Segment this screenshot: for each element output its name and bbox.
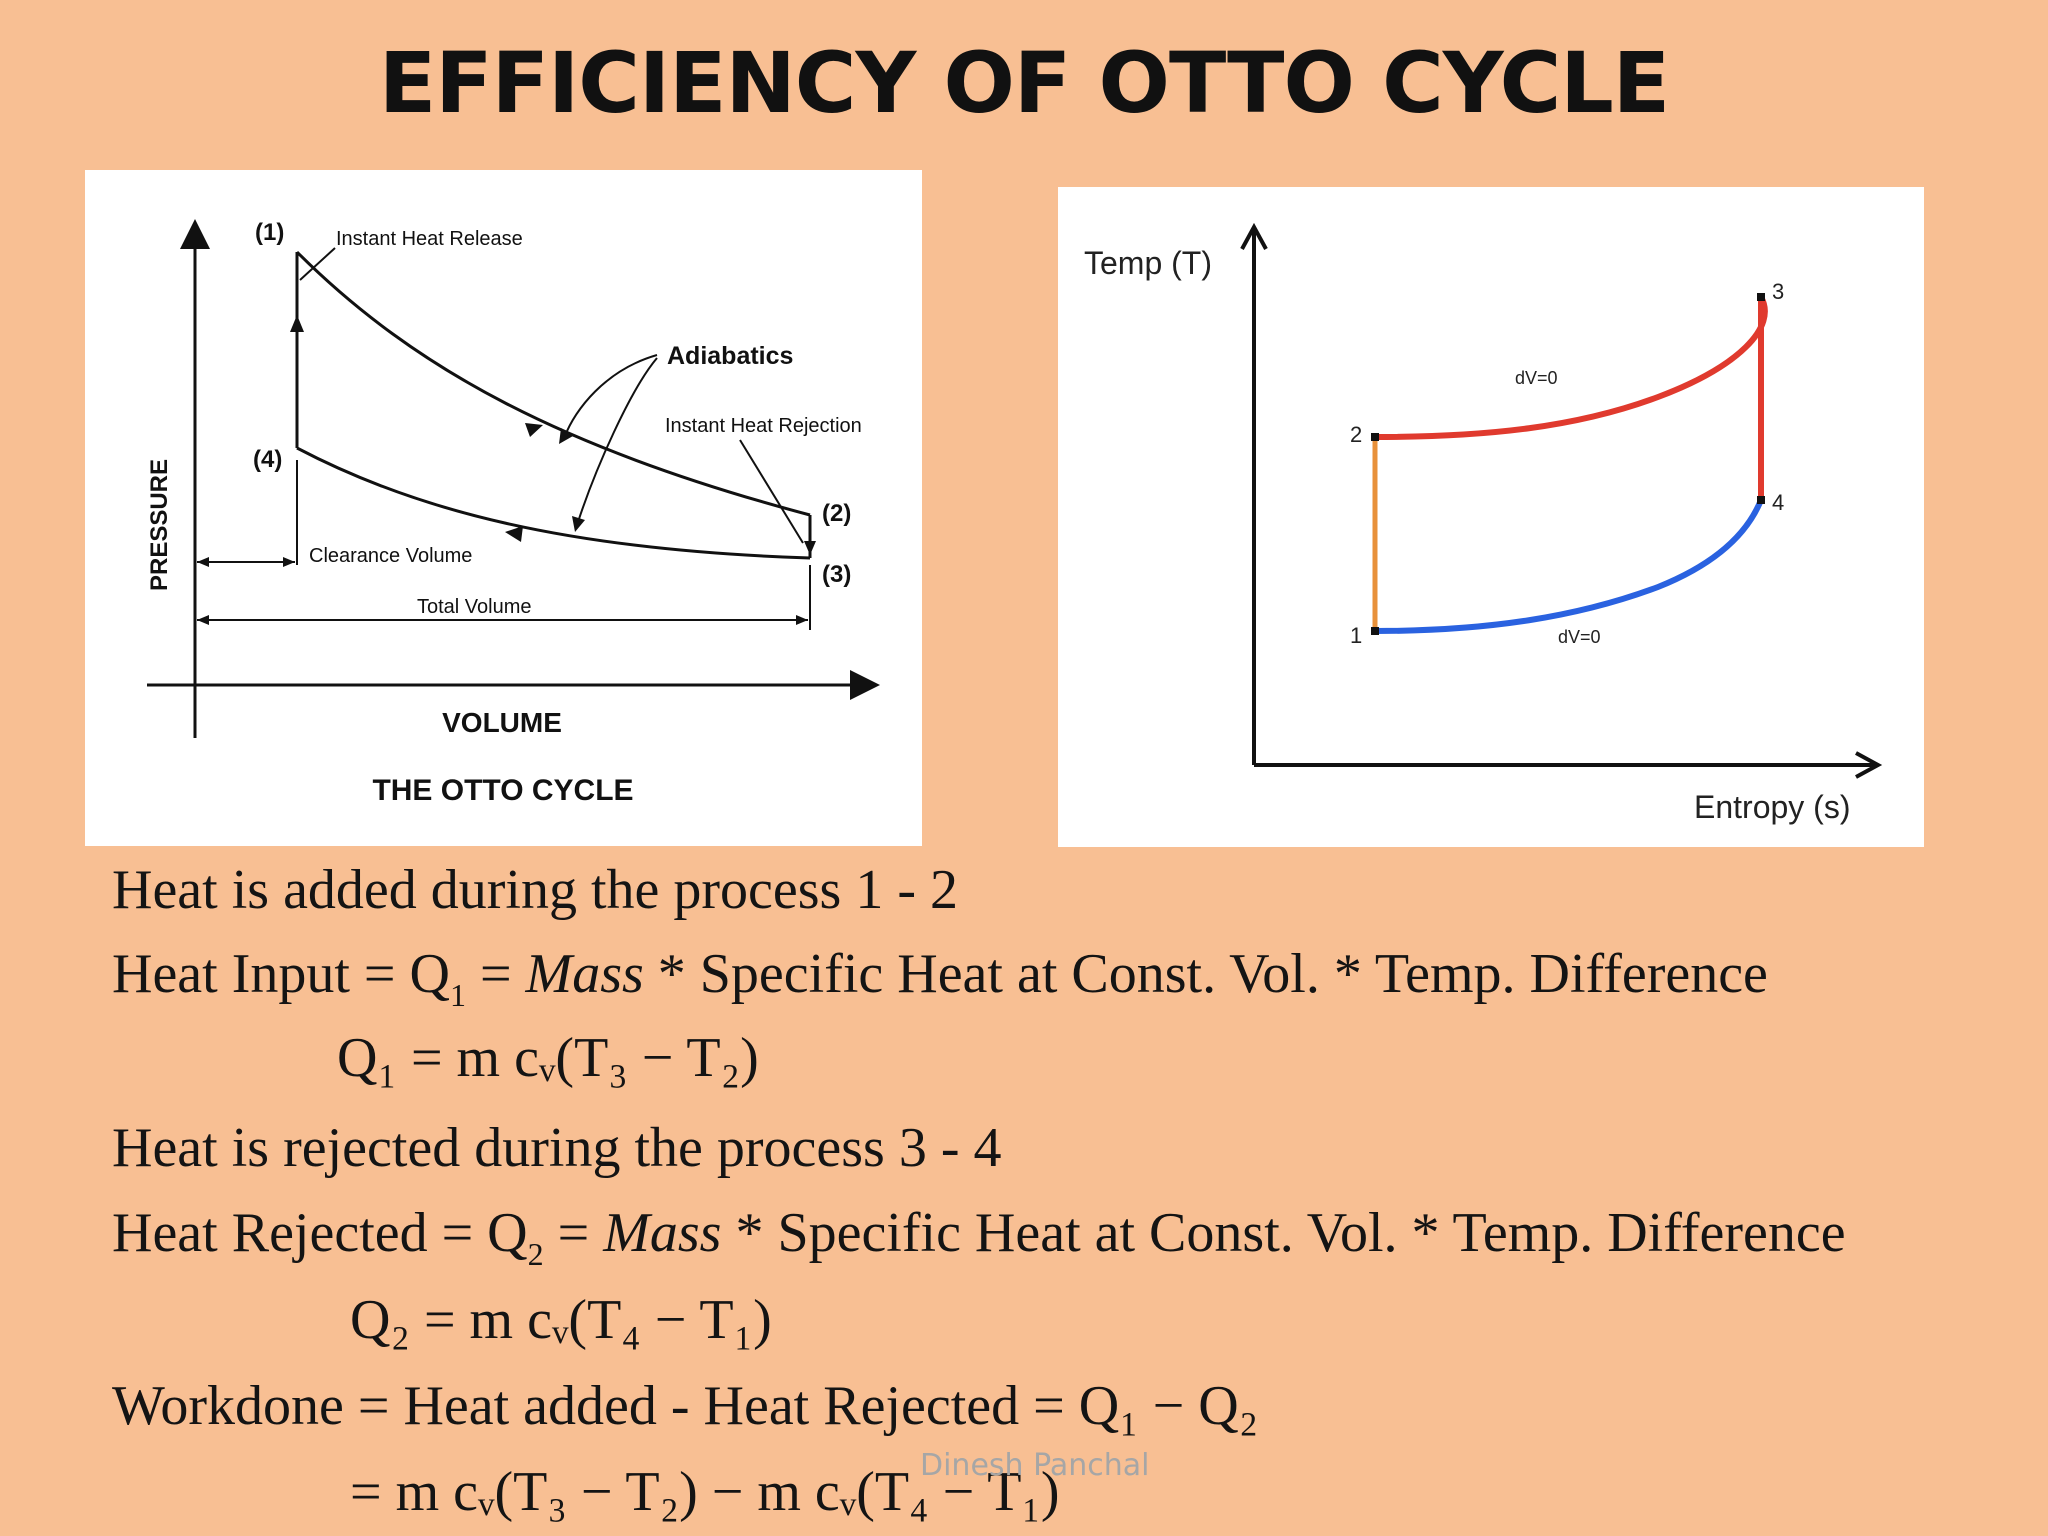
ts-diagram: Temp (T) Entropy (s) 1 2 3 4 dV=0 dV=0: [1084, 222, 1883, 825]
pv-instant-heat-rejection-label: Instant Heat Rejection: [665, 415, 862, 437]
ts-upper-curve: [1374, 295, 1768, 440]
equation-heat-input: Heat Input = Q1 = Mass * Specific Heat a…: [112, 943, 1768, 1011]
ts-point-1-marker: [1371, 627, 1379, 635]
heat-rejected-mass: Mass: [603, 1202, 722, 1264]
pv-expansion-arrow: [525, 423, 543, 437]
ts-point-2-marker: [1371, 433, 1379, 441]
ts-y-arrow: [1240, 222, 1268, 250]
ts-point-4-marker: [1757, 496, 1765, 504]
pv-expansion-curve: [295, 250, 811, 517]
ts-x-arrow: [1855, 751, 1883, 779]
ts-point-3: 3: [1772, 279, 1784, 304]
pv-compression-curve: [296, 446, 811, 560]
slide-title: EFFICIENCY OF OTTO CYCLE: [378, 34, 1670, 132]
equation-workdone: Workdone = Heat added - Heat Rejected = …: [112, 1375, 1259, 1437]
ts-lower-curve: [1374, 498, 1764, 634]
pv-y-axis-label: PRESSURE: [146, 459, 173, 591]
equation-q1: Q₁ = m cᵥ(T₃ − T₂): [337, 1027, 759, 1089]
ts-upper-label: dV=0: [1515, 368, 1558, 388]
ts-x-axis-label: Entropy (s): [1694, 789, 1850, 825]
pv-compression-arrow: [505, 526, 523, 542]
heat-input-rest: * Specific Heat at Const. Vol. * Temp. D…: [643, 943, 1768, 1005]
pv-diagram: PRESSURE VOLUME THE OTTO CYCLE Clearance…: [146, 219, 880, 807]
pv-up-arrow: [290, 315, 304, 332]
pv-clearance-volume-label: Clearance Volume: [309, 545, 472, 567]
heat-input-eq: =: [465, 943, 526, 1005]
ts-point-4: 4: [1772, 490, 1784, 515]
pv-point-1: (1): [255, 219, 284, 246]
pv-point-2: (2): [822, 500, 851, 527]
heat-input-sub: 1: [449, 977, 466, 1013]
ts-y-axis-label: Temp (T): [1084, 245, 1212, 281]
ts-lower-label: dV=0: [1558, 627, 1601, 647]
pv-x-axis-label: VOLUME: [442, 707, 562, 738]
equation-heat-rejected-process: Heat is rejected during the process 3 - …: [112, 1117, 1002, 1179]
heat-rejected-eq: =: [543, 1202, 604, 1264]
ts-point-3-marker: [1757, 293, 1765, 301]
pv-caption: THE OTTO CYCLE: [372, 774, 633, 807]
heat-rejected-lhs: Heat Rejected = Q: [112, 1202, 528, 1264]
pv-point-3: (3): [822, 561, 851, 588]
heat-input-mass: Mass: [525, 943, 644, 1005]
pv-adiabatics-label: Adiabatics: [667, 342, 793, 370]
equation-q2: Q₂ = m cᵥ(T₄ − T₁): [350, 1289, 772, 1351]
pv-instant-heat-release-label: Instant Heat Release: [336, 228, 523, 250]
pv-point-4: (4): [253, 446, 282, 473]
pv-heat-release-leader: [299, 247, 336, 281]
pv-adiabatics-arrowhead-2: [572, 516, 585, 532]
pv-adiabatics-arrowhead-1: [559, 428, 573, 444]
equation-heat-added: Heat is added during the process 1 - 2: [112, 859, 958, 921]
ts-point-1: 1: [1350, 623, 1362, 648]
equation-heat-rejected: Heat Rejected = Q2 = Mass * Specific Hea…: [112, 1202, 1846, 1270]
author-watermark: Dinesh Panchal: [920, 1448, 1150, 1483]
pv-adiabatics-leader-2: [577, 357, 658, 523]
pv-total-volume-label: Total Volume: [417, 596, 532, 618]
pv-adiabatics-leader-1: [564, 354, 658, 437]
ts-point-2: 2: [1350, 422, 1362, 447]
pv-clearance-arrows: [197, 557, 295, 567]
heat-rejected-sub: 2: [527, 1236, 544, 1272]
heat-input-lhs: Heat Input = Q: [112, 943, 450, 1005]
pv-diagram-panel: PRESSURE VOLUME THE OTTO CYCLE Clearance…: [85, 170, 922, 846]
pv-heat-rejection-leader: [739, 439, 804, 544]
heat-rejected-rest: * Specific Heat at Const. Vol. * Temp. D…: [721, 1202, 1846, 1264]
equation-workdone-expanded: = m cᵥ(T₃ − T₂) − m cᵥ(T₄ − T₁): [350, 1461, 1060, 1523]
pv-down-arrow: [804, 541, 816, 555]
ts-diagram-panel: Temp (T) Entropy (s) 1 2 3 4 dV=0 dV=0: [1058, 187, 1924, 847]
